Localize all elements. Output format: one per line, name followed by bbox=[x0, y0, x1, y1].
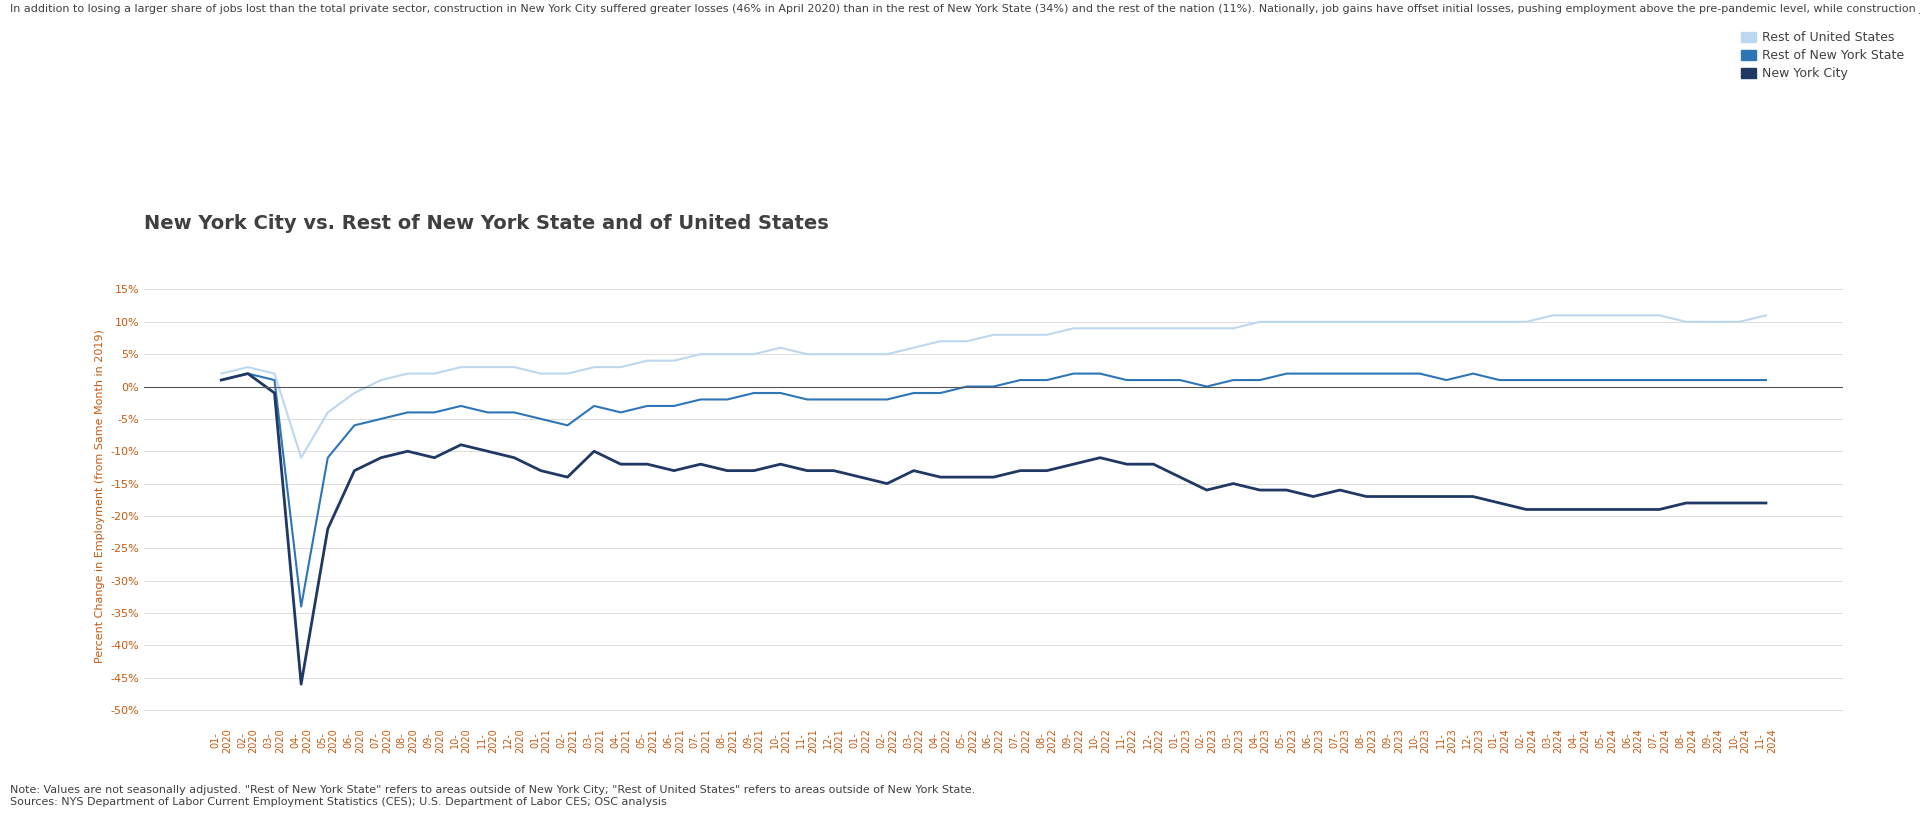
Legend: Rest of United States, Rest of New York State, New York City: Rest of United States, Rest of New York … bbox=[1741, 32, 1905, 80]
Y-axis label: Percent Change in Employment (from Same Month in 2019): Percent Change in Employment (from Same … bbox=[94, 330, 106, 663]
Text: Note: Values are not seasonally adjusted. "Rest of New York State" refers to are: Note: Values are not seasonally adjusted… bbox=[10, 785, 975, 807]
Text: New York City vs. Rest of New York State and of United States: New York City vs. Rest of New York State… bbox=[144, 214, 829, 233]
Text: In addition to losing a larger share of jobs lost than the total private sector,: In addition to losing a larger share of … bbox=[10, 4, 1920, 14]
